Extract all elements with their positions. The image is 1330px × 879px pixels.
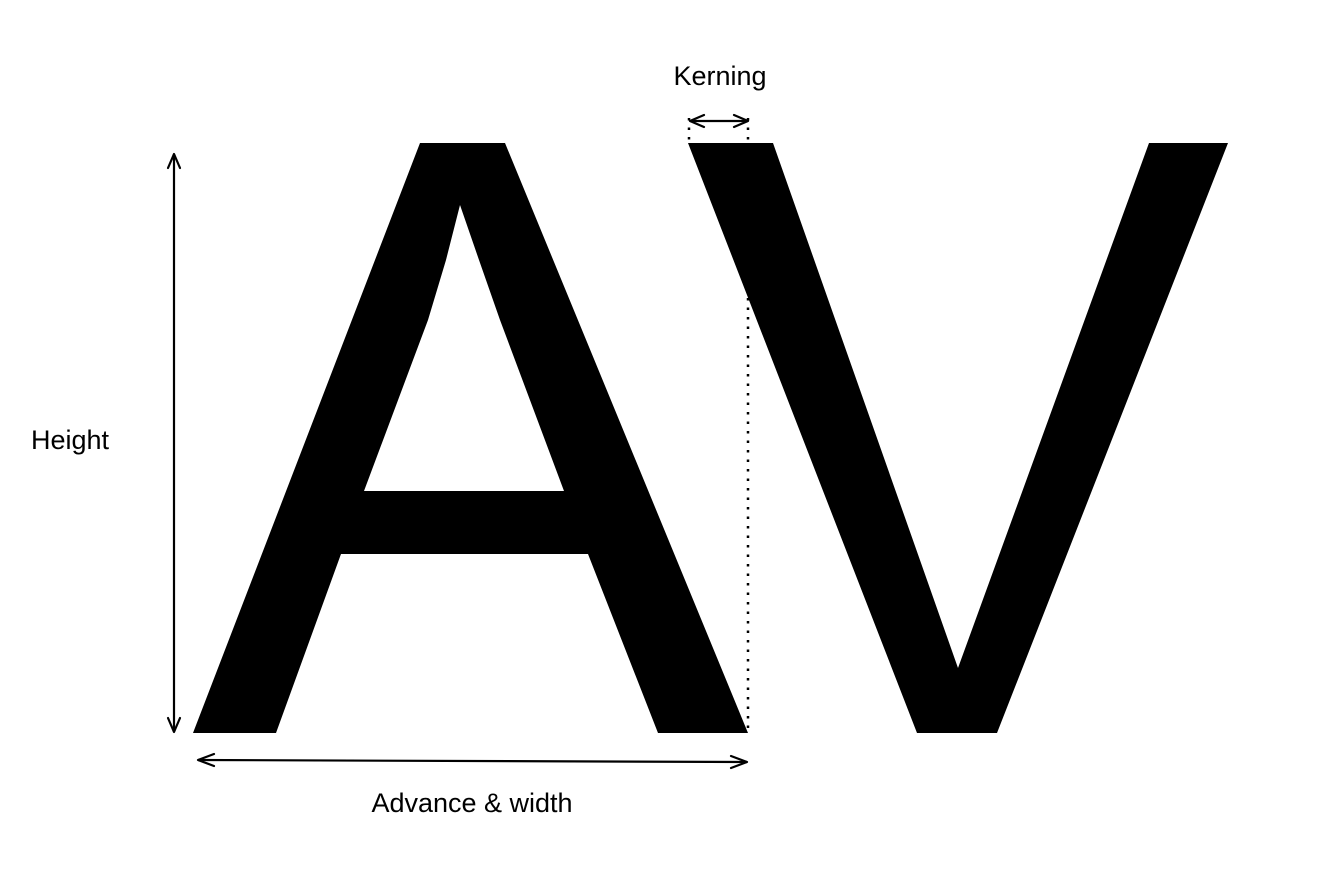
advance-width-label: Advance & width: [371, 788, 572, 818]
advance-width-arrow: [196, 752, 749, 770]
glyph-v: [688, 143, 1228, 733]
kerning-label: Kerning: [673, 61, 766, 91]
height-label: Height: [31, 425, 110, 455]
kerning-arrow: [688, 113, 750, 129]
height-arrow: [166, 152, 182, 734]
kerning-guides: [687, 118, 750, 735]
glyph-a: [193, 143, 748, 733]
